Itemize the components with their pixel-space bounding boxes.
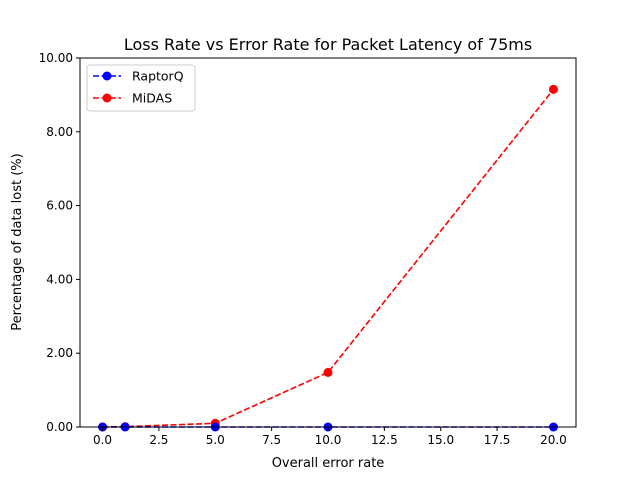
x-axis-ticks: 0.0 2.5 5.0 7.5 10.0 12.5 15.0 17.5 20.0 — [93, 427, 567, 447]
x-tick-label: 17.5 — [484, 433, 511, 447]
x-tick-label: 2.5 — [149, 433, 168, 447]
y-tick-label: 2.00 — [46, 346, 73, 360]
legend-marker-raptorq — [102, 71, 112, 81]
legend: RaptorQ MiDAS — [86, 64, 196, 112]
x-axis-label: Overall error rate — [272, 456, 385, 471]
plot-area — [80, 58, 576, 427]
legend-items: RaptorQ MiDAS — [93, 69, 184, 106]
data-point-midas — [548, 84, 558, 94]
legend-item-raptorq: RaptorQ — [93, 69, 184, 84]
y-axis-label: Percentage of data lost (%) — [10, 153, 25, 330]
y-tick-label: 6.00 — [46, 199, 73, 213]
y-tick-label: 8.00 — [46, 125, 73, 139]
x-tick-label: 20.0 — [540, 433, 567, 447]
legend-marker-midas — [102, 93, 112, 103]
y-axis-ticks: 0.00 2.00 4.00 6.00 8.00 10.00 — [39, 51, 80, 434]
legend-label-midas: MiDAS — [132, 91, 172, 106]
y-tick-label: 4.00 — [46, 272, 73, 286]
x-tick-label: 0.0 — [93, 433, 112, 447]
y-tick-label: 10.00 — [39, 51, 73, 65]
y-tick-label: 0.00 — [46, 420, 73, 434]
legend-label-raptorq: RaptorQ — [132, 69, 184, 84]
x-tick-label: 10.0 — [315, 433, 342, 447]
x-tick-label: 5.0 — [206, 433, 225, 447]
x-tick-label: 15.0 — [427, 433, 454, 447]
chart-title: Loss Rate vs Error Rate for Packet Laten… — [124, 35, 532, 54]
x-tick-label: 7.5 — [262, 433, 281, 447]
x-tick-label: 12.5 — [371, 433, 398, 447]
data-point-midas — [323, 367, 333, 377]
legend-item-midas: MiDAS — [93, 91, 172, 106]
